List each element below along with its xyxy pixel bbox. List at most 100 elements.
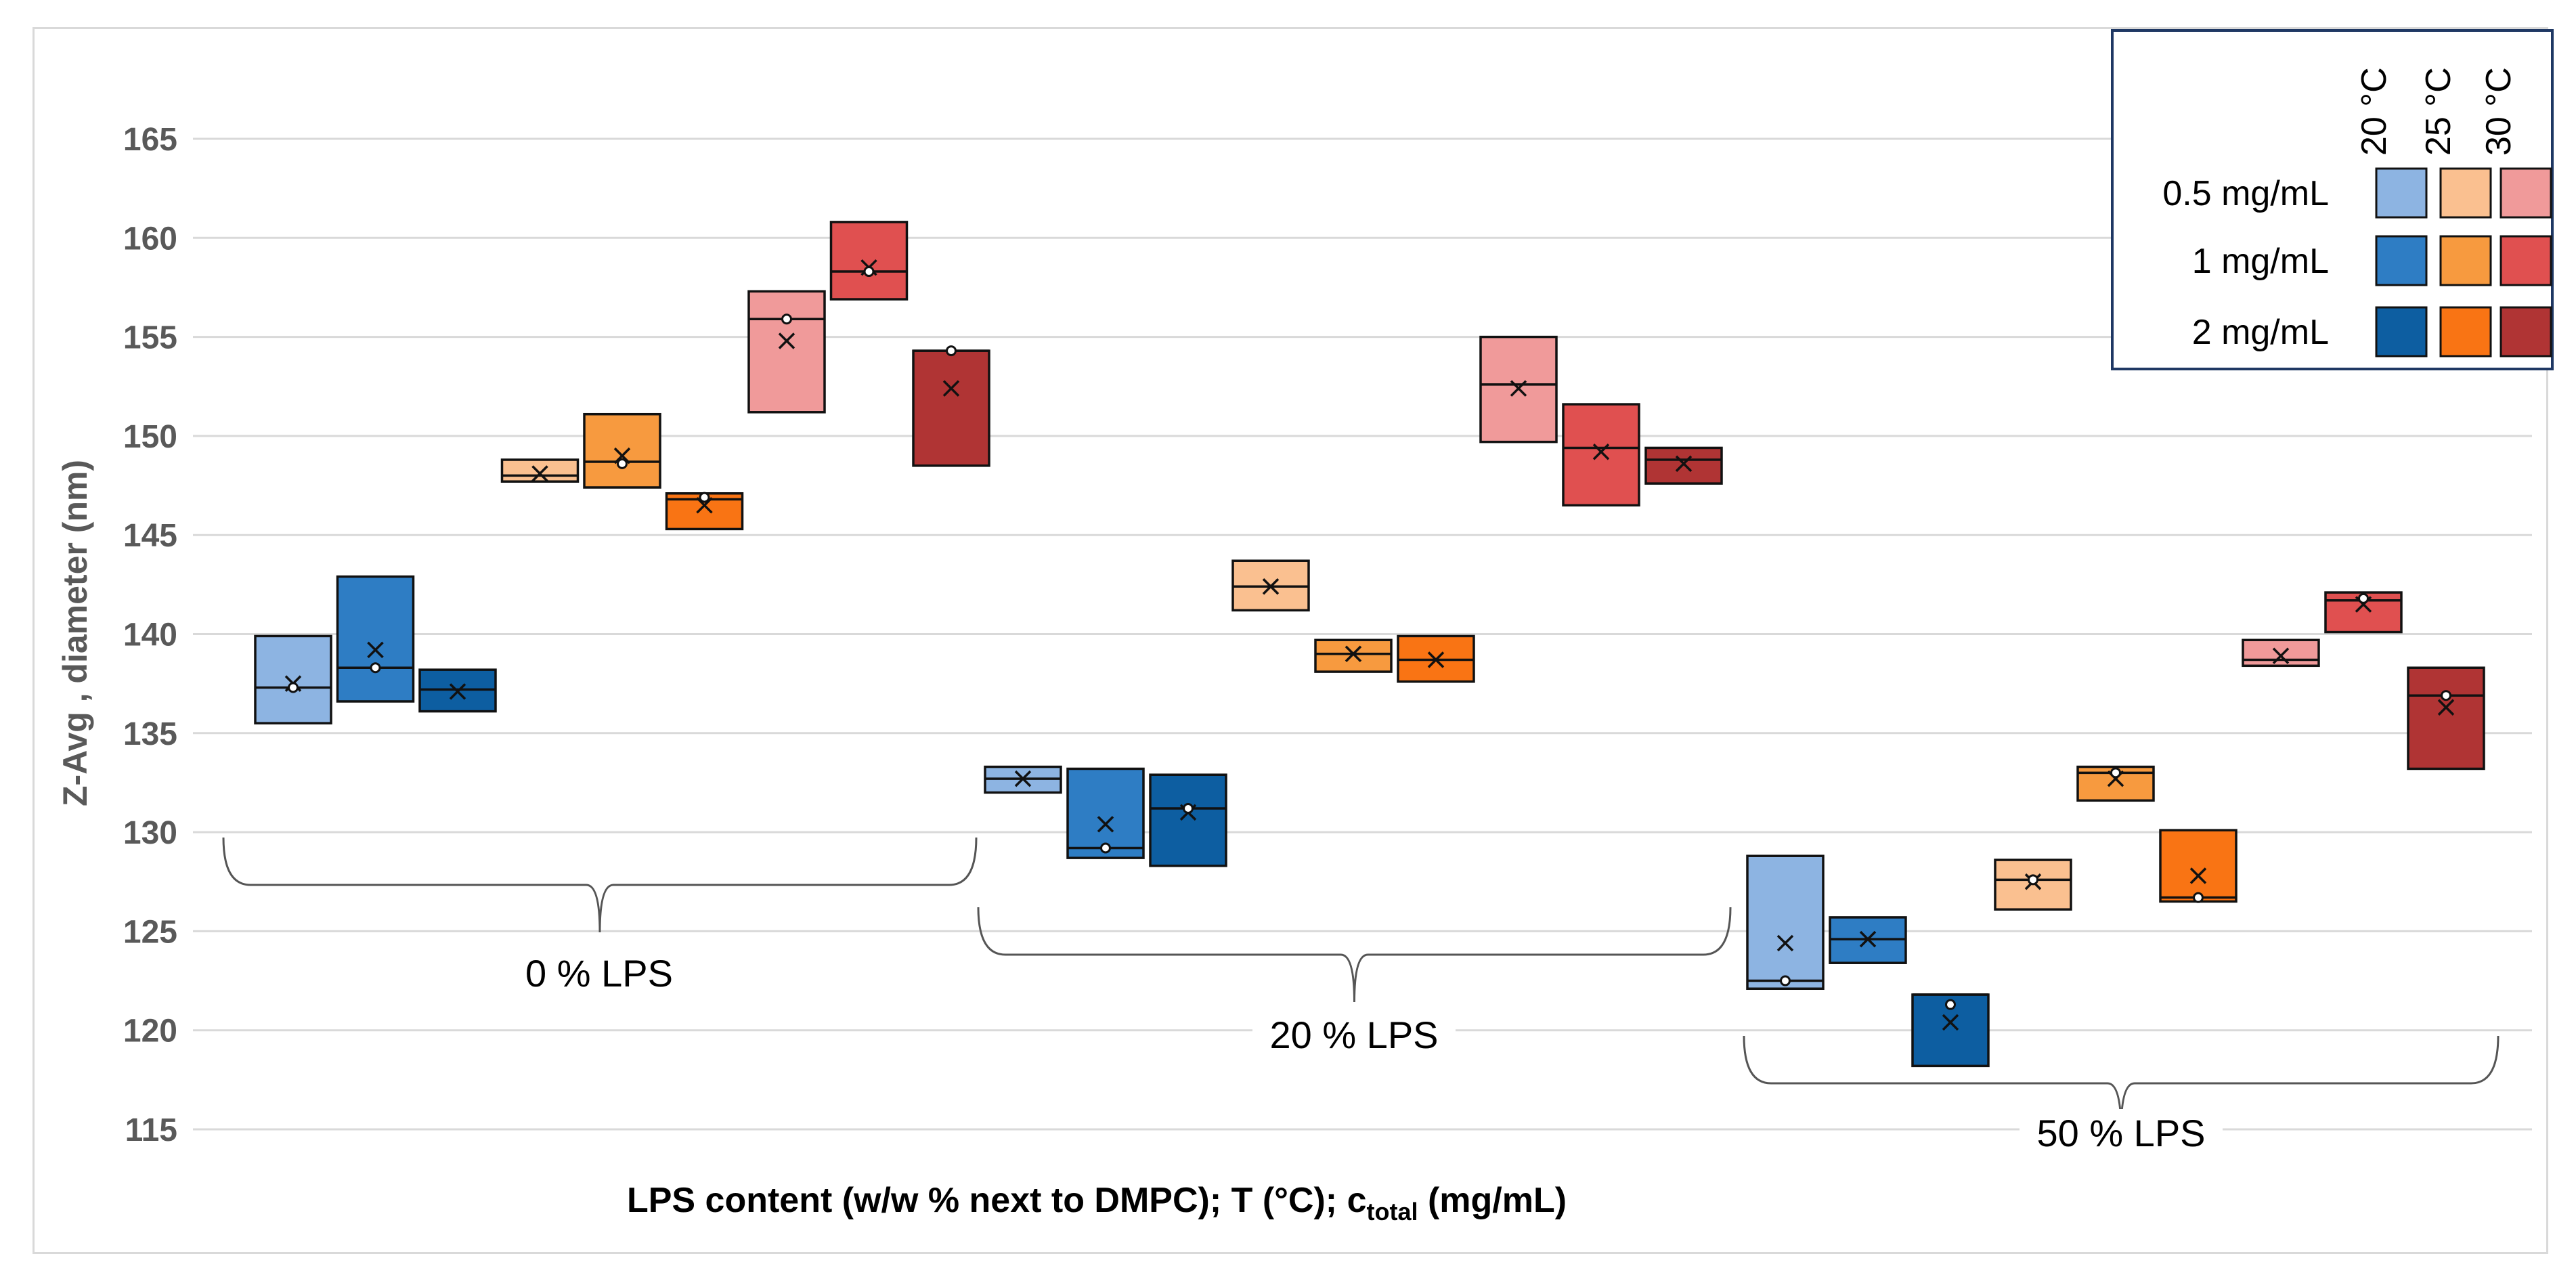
mean-marker <box>2437 699 2455 716</box>
mean-marker <box>1262 578 1280 595</box>
box-rect <box>829 221 909 301</box>
data-point <box>2110 767 2121 779</box>
group-braces: 0 % LPS 20 % LPS 50 % LPS <box>222 837 2499 1160</box>
mean-marker <box>449 683 466 700</box>
legend-temp-label: 25 °C <box>2419 67 2458 156</box>
data-point <box>946 345 957 357</box>
data-point <box>2193 892 2204 903</box>
y-tick-label: 160 <box>123 221 177 257</box>
box-rect <box>583 412 661 489</box>
legend-swatch <box>2375 235 2428 286</box>
legend-conc-label: 2 mg/mL <box>2192 313 2329 352</box>
y-tick-label: 115 <box>125 1112 177 1148</box>
mean-marker <box>778 332 795 349</box>
mean-marker <box>613 447 631 464</box>
box-rect <box>1644 446 1723 485</box>
data-point <box>2358 592 2369 604</box>
data-point <box>2028 874 2038 886</box>
legend-swatch <box>2439 167 2492 219</box>
mean-marker <box>942 380 960 397</box>
box <box>984 765 1062 794</box>
legend-temp-label: 20 °C <box>2355 67 2394 156</box>
box-rect <box>254 634 332 724</box>
group-brace: 0 % LPS <box>222 837 978 1000</box>
brace-label-bg <box>1252 1011 1456 1062</box>
box <box>2159 829 2237 903</box>
group-label: 0 % LPS <box>525 952 673 995</box>
box <box>583 412 661 489</box>
box-rect <box>336 575 415 703</box>
box <box>665 492 744 531</box>
legend-temp-label: 30 °C <box>2479 67 2518 156</box>
box <box>2076 765 2155 802</box>
group-brace: 50 % LPS <box>1743 1035 2499 1160</box>
x-axis-label: LPS content (w/w % next to DMPC); T (°C)… <box>627 1181 1567 1225</box>
box <box>1911 993 1990 1068</box>
data-point <box>699 492 710 503</box>
box <box>1397 634 1475 683</box>
x-axis-label-sub: total <box>1367 1198 1418 1225</box>
box <box>747 290 826 414</box>
data-point <box>617 458 628 469</box>
y-tick-label: 120 <box>123 1014 177 1049</box>
y-tick-label: 125 <box>123 914 177 950</box>
legend-conc-label: 0.5 mg/mL <box>2162 174 2329 213</box>
legend-swatch <box>2439 235 2492 286</box>
mean-marker <box>1345 645 1362 662</box>
brace-curve <box>222 837 978 933</box>
box <box>912 345 990 467</box>
box <box>1644 446 1723 485</box>
mean-marker <box>367 641 384 659</box>
mean-marker <box>1510 380 1527 397</box>
data-point <box>1780 975 1791 986</box>
legend-swatch <box>2375 306 2428 357</box>
group-brace: 20 % LPS <box>977 907 1732 1062</box>
box-rect <box>1149 773 1227 867</box>
y-tick-label: 135 <box>123 716 177 752</box>
box-rect <box>747 290 826 414</box>
box <box>1479 335 1558 443</box>
box-series <box>254 221 2485 1068</box>
brace-label-bg <box>498 949 701 1000</box>
box-rect <box>2159 829 2237 903</box>
box <box>1746 854 1825 991</box>
y-tick-label: 130 <box>123 815 177 851</box>
box-rect <box>1314 638 1393 673</box>
box <box>2407 666 2485 770</box>
data-point <box>863 266 875 278</box>
box <box>829 221 909 301</box>
legend-swatch <box>2375 167 2428 219</box>
mean-marker <box>1859 930 1877 948</box>
box <box>500 458 580 483</box>
y-tick-label: 140 <box>123 617 177 653</box>
data-point <box>1100 842 1111 854</box>
box <box>1994 859 2072 911</box>
data-point <box>1183 802 1194 814</box>
mean-marker <box>1097 816 1114 833</box>
box <box>1066 767 1145 859</box>
box <box>1829 916 1907 964</box>
x-axis-label-main: LPS content (w/w % next to DMPC); T (°C)… <box>627 1181 1367 1220</box>
mean-marker <box>531 465 548 482</box>
y-tick-label: 155 <box>123 320 177 356</box>
box <box>2242 638 2320 668</box>
box-rect <box>2407 666 2485 770</box>
y-axis-label: Z-Avg , diameter (nm) <box>56 460 94 806</box>
mean-marker <box>2189 867 2207 884</box>
y-tick-label: 150 <box>123 419 177 455</box>
mean-marker <box>1675 455 1693 473</box>
x-axis-label-tail: (mg/mL) <box>1418 1181 1567 1220</box>
box <box>1314 638 1393 673</box>
box <box>418 668 497 713</box>
legend-swatch <box>2499 167 2552 219</box>
box-rect <box>912 349 990 467</box>
legend-swatch <box>2499 306 2552 357</box>
box <box>2324 591 2403 634</box>
data-point <box>2441 690 2451 701</box>
box <box>1149 773 1227 867</box>
box-rect <box>500 458 580 483</box>
mean-marker <box>1942 1014 1959 1031</box>
legend-swatch <box>2439 306 2492 357</box>
box <box>336 575 415 703</box>
